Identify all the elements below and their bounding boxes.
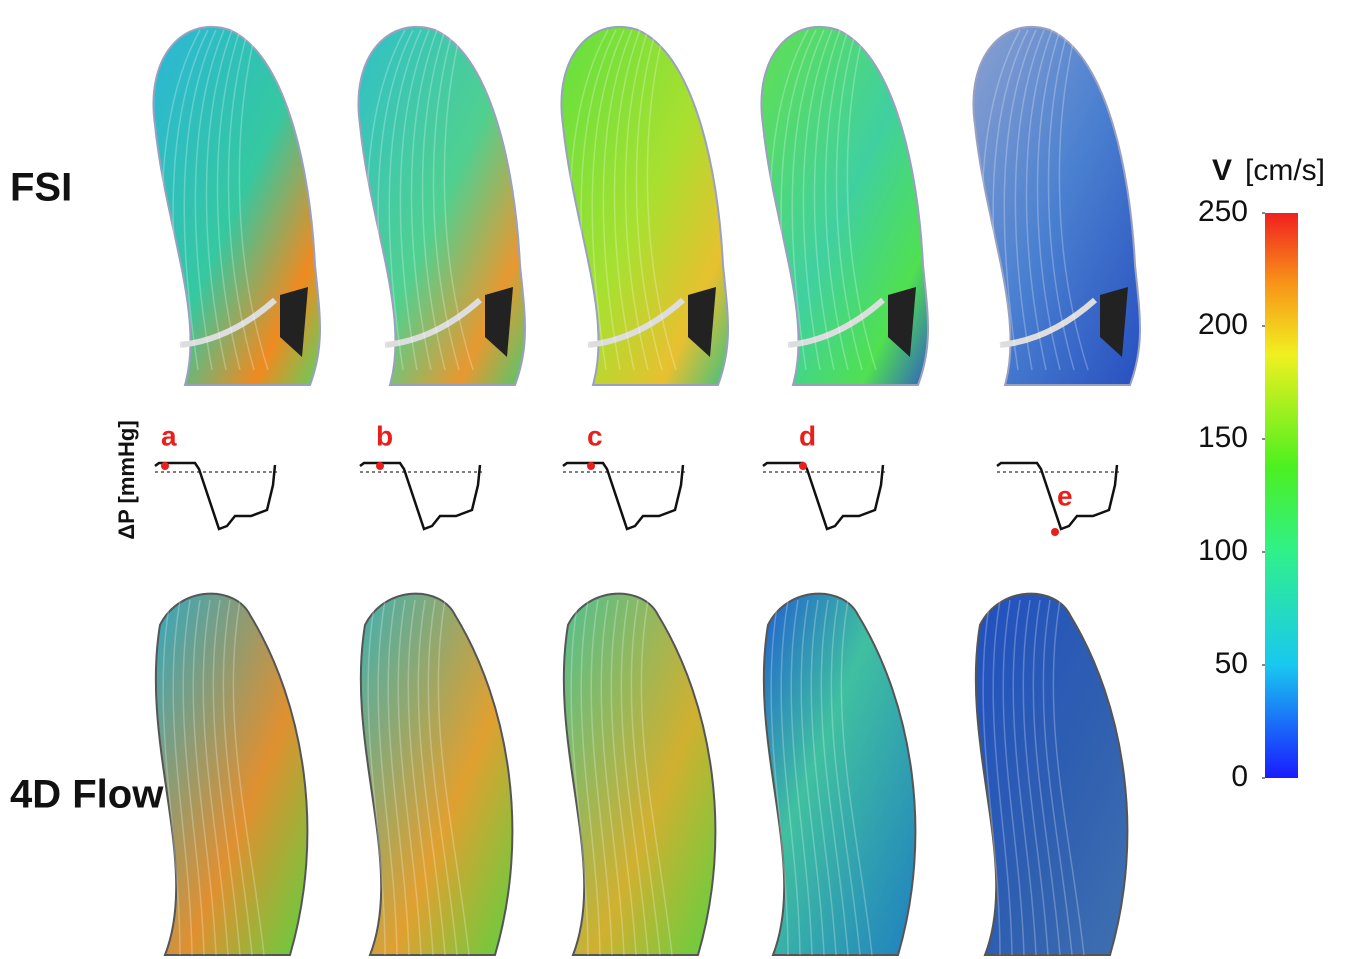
pressure-curve (763, 463, 883, 529)
pressure-curve (360, 463, 480, 529)
flow-images (153, 27, 1140, 955)
pressure-curve (155, 463, 275, 529)
panel-letter: a (161, 420, 177, 451)
panel-letter: e (1057, 480, 1073, 511)
pressure-point (799, 462, 807, 470)
pressure-point (376, 462, 384, 470)
colorbar-tick-label: 0 (1231, 760, 1248, 793)
row-label: 4D Flow (10, 773, 164, 817)
pressure-axis-label: ΔP [mmHg] (114, 420, 139, 539)
panel-letter: b (376, 420, 393, 451)
pressure-point (587, 462, 595, 470)
figure: FSI 4D Flow ΔP [mmHg] V [cm/s] a b c d e 250 2… (0, 0, 1366, 959)
colorbar-tick-label: 150 (1198, 421, 1248, 454)
colorbar-tick-label: 200 (1198, 308, 1248, 341)
pressure-point (161, 462, 169, 470)
colorbar-tick-label: 100 (1198, 534, 1248, 567)
colorbar (1265, 213, 1298, 778)
row-label: FSI (10, 166, 72, 210)
panel-letter: c (587, 420, 603, 451)
colorbar-tick-label: 250 (1198, 195, 1248, 228)
colorbar-title: V (1212, 154, 1232, 187)
pressure-point (1051, 528, 1059, 536)
pressure-curve (563, 463, 683, 529)
colorbar-tick-label: 50 (1215, 647, 1248, 680)
panel-letter: d (799, 420, 816, 451)
colorbar-unit: [cm/s] (1245, 154, 1325, 187)
